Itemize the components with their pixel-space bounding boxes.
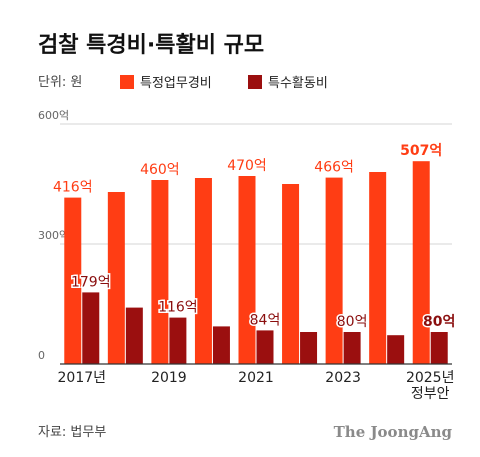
x-tick-label: 2019 [151, 370, 187, 386]
legend-label-series-1: 특정업무경비 [140, 76, 212, 91]
data-label: 80억 [423, 314, 455, 330]
bar-series-1 [194, 178, 212, 364]
data-labels: 416억 460억 470억 466억 507억 179억 116억 84억 80억 80억 [51, 142, 456, 332]
chart-title: 검찰 특경비·특활비 규모 [38, 33, 264, 58]
bar-series-1 [369, 172, 387, 364]
legend-swatch-series-1 [120, 75, 134, 89]
data-label: 80억 [337, 314, 368, 330]
bar-series-1 [64, 197, 82, 364]
bar-series-2 [430, 332, 448, 364]
bar-series-2 [82, 292, 100, 364]
publisher-logo: The JoongAng [334, 423, 453, 441]
y-tick-label: 0 [38, 349, 45, 362]
bars [64, 161, 448, 364]
bar-series-1 [325, 177, 343, 364]
source-note: 자료: 법무부 [38, 425, 106, 440]
x-tick-label: 정부안 [411, 386, 450, 402]
x-tick-label: 2025년 [406, 370, 455, 386]
x-tick-label: 2023 [325, 370, 361, 386]
bar-series-2 [256, 330, 274, 364]
gridlines [60, 123, 452, 245]
x-tick-label: 2017년 [58, 370, 107, 386]
bar-series-1 [107, 192, 125, 364]
data-label: 179억 [71, 274, 111, 290]
data-label: 84억 [250, 312, 281, 328]
bar-series-2 [300, 332, 318, 364]
bar-series-2 [212, 326, 230, 364]
data-label: 507억 [400, 143, 442, 159]
legend-swatch-series-2 [248, 75, 262, 89]
y-tick-label: 600억 [38, 109, 69, 122]
data-label: 470억 [227, 158, 267, 174]
data-label: 116억 [158, 300, 198, 316]
legend-label-series-2: 특수활동비 [268, 76, 328, 91]
y-tick-label: 300억 [38, 229, 69, 242]
bar-series-1 [412, 161, 430, 364]
bar-series-2 [125, 307, 143, 364]
data-label: 466억 [314, 160, 354, 176]
bar-series-1 [238, 176, 256, 364]
bar-series-2 [343, 332, 361, 364]
unit-label: 단위: 원 [38, 75, 82, 90]
bar-series-2 [169, 317, 187, 364]
bar-series-1 [151, 180, 169, 364]
y-axis-ticks: 0 300억 600억 [38, 109, 69, 362]
legend: 특정업무경비 특수활동비 [120, 75, 328, 91]
x-tick-label: 2021 [238, 370, 274, 386]
data-label: 416억 [53, 180, 93, 196]
data-label: 460억 [140, 162, 180, 178]
bar-series-1 [282, 184, 300, 364]
bar-series-2 [387, 335, 405, 364]
